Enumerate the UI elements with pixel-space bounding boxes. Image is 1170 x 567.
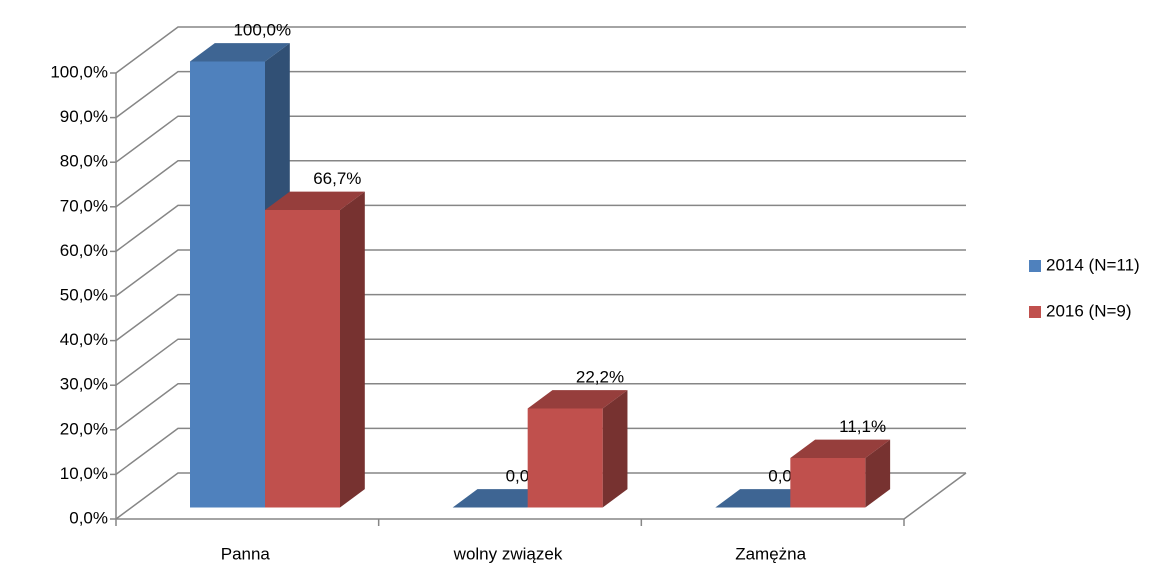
bar-top xyxy=(527,390,628,409)
grid-line xyxy=(115,204,966,253)
y-tick-label: 80,0% xyxy=(60,152,108,171)
data-label: 66,7% xyxy=(313,169,361,188)
y-tick-label: 60,0% xyxy=(60,241,108,260)
grid-line xyxy=(115,249,966,297)
bar-side xyxy=(865,439,891,508)
y-tick-label: 20,0% xyxy=(60,419,108,438)
grid-line xyxy=(115,160,966,208)
x-tick-label: Panna xyxy=(221,544,271,563)
bar xyxy=(790,439,891,508)
data-label: 100,0% xyxy=(233,21,291,40)
x-tick-label: Zamężna xyxy=(735,544,806,563)
bar-front xyxy=(265,210,340,508)
bar xyxy=(527,390,628,508)
bar-front xyxy=(190,61,265,508)
y-tick-label: 30,0% xyxy=(60,375,108,394)
bar-top xyxy=(790,439,891,458)
bar xyxy=(452,489,553,508)
legend-swatch xyxy=(1029,260,1041,272)
legend-label: 2016 (N=9) xyxy=(1046,301,1132,320)
y-tick-label: 50,0% xyxy=(60,285,108,304)
grid-line xyxy=(115,115,966,163)
y-tick-label: 90,0% xyxy=(60,107,108,126)
bar-front xyxy=(527,408,603,508)
bar-top xyxy=(265,191,365,211)
bar-side xyxy=(602,390,628,508)
bar-front xyxy=(790,457,866,508)
bar-top xyxy=(452,489,553,508)
bar-top xyxy=(190,43,290,62)
grid-line xyxy=(115,338,966,386)
data-label: 11,1% xyxy=(839,417,886,436)
y-tick-label: 10,0% xyxy=(60,464,108,483)
bar xyxy=(265,191,365,508)
legend-swatch xyxy=(1029,306,1041,318)
grid-line xyxy=(115,383,966,431)
y-tick-label: 0,0% xyxy=(69,508,108,527)
bar-side xyxy=(340,191,365,508)
legend-label: 2014 (N=11) xyxy=(1046,255,1140,274)
grid-line xyxy=(115,427,966,476)
y-tick-label: 40,0% xyxy=(60,330,108,349)
y-tick-label: 70,0% xyxy=(60,196,108,215)
grid-line xyxy=(115,70,966,119)
bar-top xyxy=(715,489,816,508)
grid-line xyxy=(115,26,966,74)
y-tick-label: 100,0% xyxy=(50,62,108,81)
data-label: 22,2% xyxy=(576,368,624,387)
grid-line xyxy=(115,472,966,520)
x-tick-label: wolny związek xyxy=(453,544,563,563)
grid-line xyxy=(115,293,966,342)
bar xyxy=(715,489,816,508)
